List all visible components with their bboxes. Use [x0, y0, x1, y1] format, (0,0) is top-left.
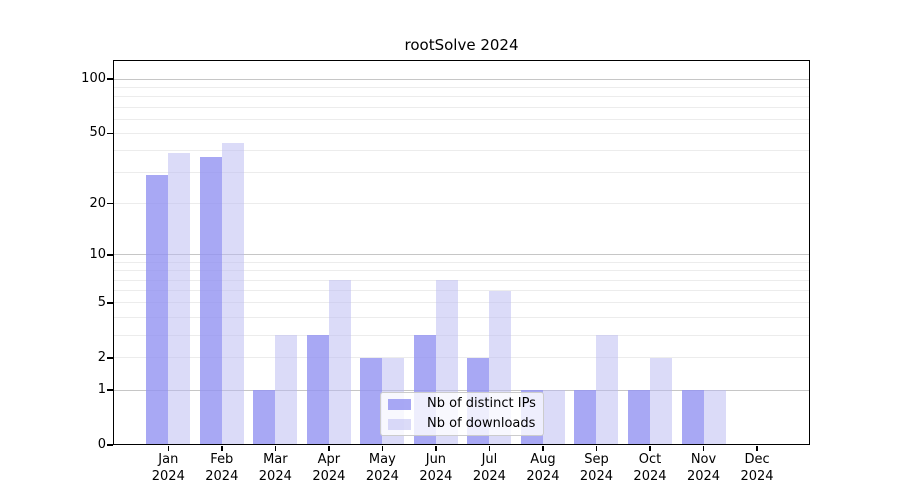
- x-tick-oct: [649, 446, 651, 451]
- bar-distinct-ips-jan: [146, 175, 169, 445]
- y-tick-label-2: 2: [97, 349, 106, 365]
- bar-downloads-sep: [596, 335, 619, 445]
- legend: Nb of distinct IPs Nb of downloads: [380, 392, 544, 436]
- gridline-minor-2: [113, 357, 810, 359]
- bar-downloads-feb: [221, 143, 244, 445]
- x-tick-label-feb: Feb 2024: [205, 452, 239, 484]
- bar-distinct-ips-mar: [253, 390, 276, 445]
- bar-downloads-oct: [649, 357, 672, 445]
- legend-swatch-downloads: [388, 418, 411, 430]
- chart-title: rootSolve 2024: [404, 36, 519, 54]
- x-tick-label-apr: Apr 2024: [312, 452, 346, 484]
- gridline-minor-70: [113, 106, 810, 108]
- x-tick-label-jun: Jun 2024: [419, 452, 453, 484]
- gridline-minor-80: [113, 96, 810, 98]
- gridline-minor-20: [113, 203, 810, 205]
- x-tick-label-oct: Oct 2024: [633, 452, 667, 484]
- gridline-minor-90: [113, 86, 810, 88]
- legend-label-downloads: Nb of downloads: [427, 416, 536, 431]
- x-tick-apr: [328, 446, 330, 451]
- x-tick-label-sep: Sep 2024: [579, 452, 613, 484]
- x-tick-sep: [595, 446, 598, 451]
- gridline-major-100: [113, 78, 810, 80]
- bar-distinct-ips-nov: [681, 390, 704, 445]
- y-tick-10: [107, 254, 113, 256]
- x-tick-feb: [221, 446, 223, 451]
- bar-downloads-jan: [168, 152, 191, 445]
- x-tick-jun: [435, 446, 437, 451]
- x-tick-label-jan: Jan 2024: [151, 452, 185, 484]
- gridline-minor-50: [113, 132, 810, 134]
- y-tick-label-50: 50: [89, 125, 106, 141]
- legend-swatch-distinct-ips: [388, 398, 411, 410]
- x-tick-label-jul: Jul 2024: [472, 452, 506, 484]
- y-tick-label-20: 20: [89, 195, 106, 211]
- legend-item-distinct-ips: Nb of distinct IPs: [388, 397, 543, 411]
- bar-distinct-ips-feb: [199, 156, 222, 445]
- y-tick-100: [107, 78, 113, 80]
- gridline-minor-8: [113, 270, 810, 272]
- bar-downloads-apr: [328, 280, 351, 445]
- gridline-minor-6: [113, 290, 810, 292]
- gridline-minor-7: [113, 279, 810, 281]
- gridline-minor-3: [113, 334, 810, 336]
- y-tick-20: [107, 202, 113, 205]
- bar-distinct-ips-sep: [574, 390, 597, 445]
- y-tick-label-100: 100: [81, 71, 106, 87]
- bar-downloads-aug: [542, 390, 565, 445]
- y-tick-label-5: 5: [97, 294, 106, 310]
- legend-label-distinct-ips: Nb of distinct IPs: [427, 396, 536, 411]
- gridline-minor-30: [113, 172, 810, 174]
- x-tick-label-may: May 2024: [365, 452, 399, 484]
- y-tick-5: [107, 302, 113, 304]
- x-tick-jul: [488, 446, 491, 451]
- gridline-minor-9: [113, 262, 810, 263]
- bar-downloads-nov: [703, 390, 726, 445]
- x-tick-aug: [542, 446, 544, 451]
- x-tick-mar: [274, 446, 277, 451]
- y-tick-label-1: 1: [97, 382, 106, 398]
- gridline-major-1: [113, 389, 810, 391]
- bar-distinct-ips-oct: [627, 390, 650, 445]
- y-tick-50: [107, 132, 113, 135]
- gridline-minor-60: [113, 118, 810, 120]
- y-tick-0: [107, 444, 113, 446]
- y-tick-1: [107, 389, 113, 391]
- gridline-minor-4: [113, 316, 810, 318]
- x-tick-dec: [756, 446, 758, 451]
- x-tick-nov: [702, 446, 705, 451]
- bar-distinct-ips-apr: [306, 335, 329, 445]
- y-tick-label-0: 0: [97, 437, 106, 452]
- legend-item-downloads: Nb of downloads: [388, 417, 543, 431]
- x-tick-label-mar: Mar 2024: [258, 452, 292, 484]
- bar-distinct-ips-may: [360, 357, 383, 445]
- x-tick-jan: [167, 446, 170, 451]
- x-tick-may: [381, 446, 384, 451]
- gridline-minor-5: [113, 302, 810, 304]
- x-tick-label-dec: Dec 2024: [740, 452, 774, 484]
- y-tick-label-10: 10: [89, 246, 106, 262]
- bar-downloads-mar: [275, 335, 298, 445]
- x-tick-label-aug: Aug 2024: [526, 452, 560, 484]
- x-tick-label-nov: Nov 2024: [686, 452, 721, 484]
- gridline-major-10: [113, 254, 810, 256]
- gridline-minor-40: [113, 150, 810, 152]
- y-tick-2: [107, 357, 113, 359]
